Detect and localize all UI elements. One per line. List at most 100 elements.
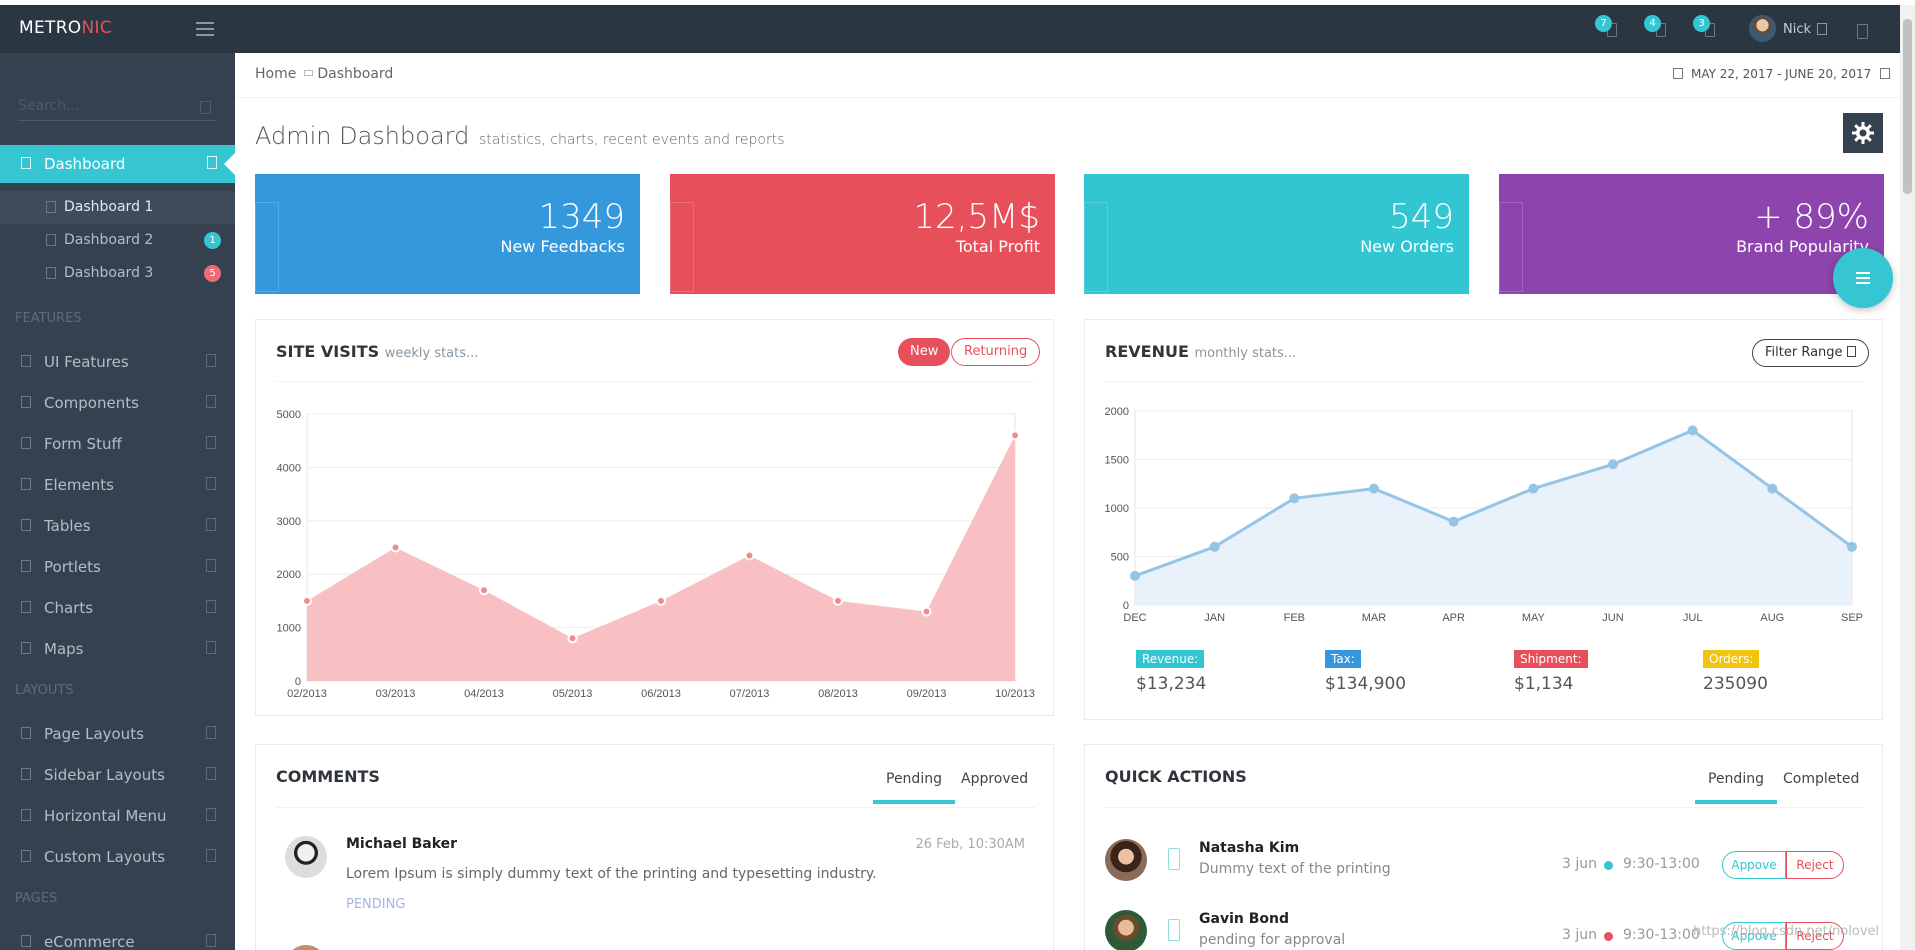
data-point <box>1010 430 1020 441</box>
settings-icon <box>21 437 31 449</box>
y-tick-label: 1000 <box>277 623 301 635</box>
x-tick-label: 05/2013 <box>553 688 593 700</box>
portlet-title: REVENUE monthly stats... <box>1105 342 1296 361</box>
page-scrollbar[interactable] <box>1900 5 1915 950</box>
mobile-icon <box>1168 848 1180 870</box>
y-tick-label: 1000 <box>1105 503 1129 515</box>
arrow-icon <box>206 436 216 449</box>
stat-value: 12,5M$ <box>913 197 1040 237</box>
calendar-icon <box>1846 346 1856 357</box>
stat-tile-popularity[interactable]: + 89% Brand Popularity <box>1499 174 1884 294</box>
logout-icon[interactable] <box>1857 24 1868 39</box>
wallet-icon <box>21 560 31 572</box>
section-heading-pages: PAGES <box>15 891 58 906</box>
portlet-title: COMMENTS <box>276 767 380 786</box>
sidebar-item-custom-layouts[interactable]: Custom Layouts <box>0 837 235 877</box>
sidebar-subitem-dashboard-3[interactable]: Dashboard 3 5 <box>0 257 235 290</box>
comment-date: 26 Feb, 10:30AM <box>915 837 1025 852</box>
home-icon <box>46 201 56 213</box>
x-tick-label: 07/2013 <box>730 688 770 700</box>
avatar <box>285 945 327 950</box>
avatar <box>285 836 327 878</box>
sidebar-item-label: Portlets <box>44 558 101 576</box>
stat-tile-profit[interactable]: 12,5M$ Total Profit <box>670 174 1055 294</box>
data-point <box>479 585 489 596</box>
data-point <box>1448 516 1459 527</box>
tab-completed[interactable]: Completed <box>1783 771 1860 787</box>
arrow-icon <box>207 156 217 169</box>
arrow-icon <box>206 477 216 490</box>
tab-pending[interactable]: Pending <box>1695 771 1777 804</box>
data-point <box>744 550 755 561</box>
portlet-title: SITE VISITS weekly stats... <box>276 342 478 361</box>
arrow-icon <box>206 641 216 654</box>
filter-range-button[interactable]: Filter Range <box>1752 339 1869 367</box>
user-name: Nick <box>1783 22 1812 37</box>
new-visits-button[interactable]: New <box>898 338 951 366</box>
series-area <box>1135 430 1852 605</box>
logo[interactable]: METRONIC <box>19 18 112 38</box>
globe-icon <box>1499 202 1523 292</box>
sidebar-item-elements[interactable]: Elements <box>0 465 235 505</box>
status-dot <box>1604 861 1613 870</box>
y-tick-label: 1500 <box>1105 455 1129 467</box>
stat-value: 1349 <box>538 197 625 237</box>
action-date: 3 jun <box>1562 927 1597 943</box>
sidebar-search[interactable]: Search... <box>18 95 215 121</box>
sidebar-item-components[interactable]: Components <box>0 383 235 423</box>
stat-label: Brand Popularity <box>1736 237 1869 256</box>
sidebar-subitem-dashboard-1[interactable]: Dashboard 1 <box>0 191 235 224</box>
scrollbar-thumb[interactable] <box>1903 19 1912 194</box>
sidebar-subitem-label: Dashboard 2 <box>64 232 154 248</box>
arrow-icon <box>206 395 216 408</box>
bulb-icon <box>21 478 31 490</box>
y-tick-label: 4000 <box>277 462 301 474</box>
mobile-icon <box>1168 919 1180 941</box>
stat-tile-orders[interactable]: 549 New Orders <box>1084 174 1469 294</box>
menu-toggle-icon[interactable] <box>196 22 214 36</box>
page-title-text: Admin Dashboard <box>255 122 470 150</box>
date-range-picker[interactable]: MAY 22, 2017 - JUNE 20, 2017 <box>1673 67 1891 81</box>
portlet-divider <box>1105 381 1864 382</box>
comments-icon <box>255 202 279 292</box>
settings-gear-button[interactable] <box>1843 113 1883 153</box>
action-time: 9:30-13:00 <box>1623 856 1700 872</box>
action-description: pending for approval <box>1199 932 1346 948</box>
sidebar-item-tables[interactable]: Tables <box>0 506 235 546</box>
sidebar-item-sidebar-layouts[interactable]: Sidebar Layouts <box>0 755 235 795</box>
x-tick-label: 03/2013 <box>376 688 416 700</box>
stat-label: New Feedbacks <box>500 237 625 256</box>
sidebar-item-form-stuff[interactable]: Form Stuff <box>0 424 235 464</box>
y-tick-label: 3000 <box>277 516 301 528</box>
reject-button[interactable]: Reject <box>1786 851 1844 879</box>
sidebar-subitem-dashboard-2[interactable]: Dashboard 2 1 <box>0 224 235 257</box>
sidebar-item-portlets[interactable]: Portlets <box>0 547 235 587</box>
tab-pending[interactable]: Pending <box>873 771 955 804</box>
portlet-title-text: SITE VISITS <box>276 342 380 361</box>
sidebar-item-label: Page Layouts <box>44 725 144 743</box>
action-name: Natasha Kim <box>1199 840 1300 856</box>
tab-approved[interactable]: Approved <box>961 771 1029 787</box>
sidebar-item-dashboard[interactable]: Dashboard <box>0 145 235 183</box>
breadcrumb-home-link[interactable]: Home <box>255 66 297 82</box>
quick-nav-menu-icon[interactable] <box>1833 248 1893 308</box>
legend-revenue: Revenue: $13,234 <box>1136 648 1206 694</box>
sidebar: Search... Dashboard Dashboard 1 Dashboar… <box>0 53 235 950</box>
stat-tile-feedbacks[interactable]: 1349 New Feedbacks <box>255 174 640 294</box>
returning-visits-button[interactable]: Returning <box>951 338 1041 366</box>
sidebar-item-charts[interactable]: Charts <box>0 588 235 628</box>
sidebar-item-page-layouts[interactable]: Page Layouts <box>0 714 235 754</box>
sidebar-item-maps[interactable]: Maps <box>0 629 235 669</box>
x-tick-label: 09/2013 <box>907 688 947 700</box>
sidebar-item-ecommerce[interactable]: eCommerce <box>0 922 235 950</box>
data-point <box>1528 483 1539 494</box>
sidebar-item-horizontal-menu[interactable]: Horizontal Menu <box>0 796 235 836</box>
action-date: 3 jun <box>1562 856 1597 872</box>
count-badge: 5 <box>204 265 221 282</box>
series-line <box>1134 428 1853 578</box>
sidebar-item-ui-features[interactable]: UI Features <box>0 342 235 382</box>
approve-button[interactable]: Appove <box>1722 851 1786 879</box>
search-input[interactable]: Search... <box>18 98 80 114</box>
comment-status[interactable]: PENDING <box>346 897 406 912</box>
search-icon[interactable] <box>200 101 211 114</box>
